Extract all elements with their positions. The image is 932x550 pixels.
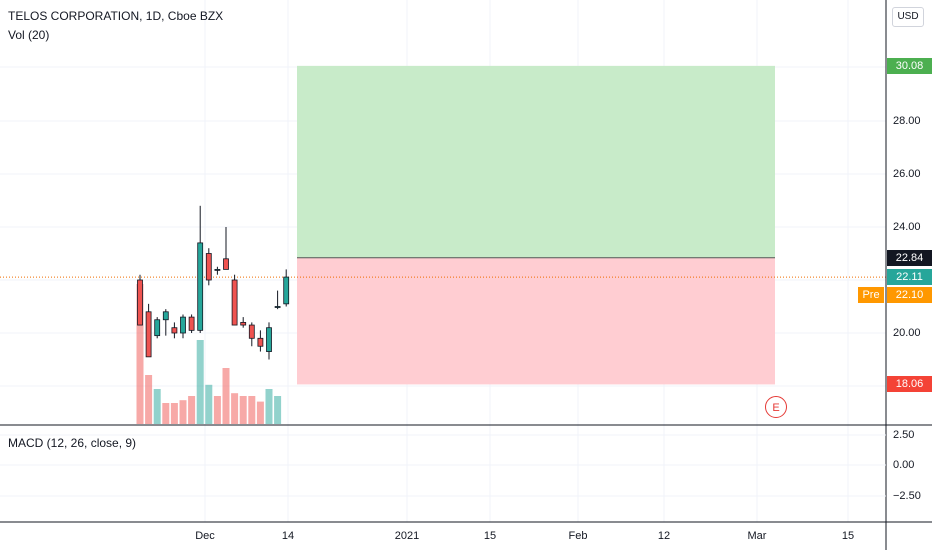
candle-body: [257, 337, 264, 347]
candle: [205, 248, 212, 286]
candle-body: [188, 316, 195, 331]
pre-market-label: Pre: [858, 287, 884, 303]
time-tick-label: 12: [657, 530, 671, 542]
time-tick-label: Mar: [747, 530, 767, 542]
candle-body: [197, 242, 204, 331]
candle: [257, 330, 264, 352]
earnings-badge[interactable]: E: [765, 396, 787, 418]
volume-bar: [222, 368, 230, 424]
volume-bar: [239, 396, 247, 424]
candlestick-series: [137, 205, 290, 360]
candle: [154, 317, 161, 339]
candle: [214, 266, 221, 275]
macd-tick-label: 0.00: [893, 459, 915, 471]
candle: [231, 274, 238, 326]
macd-grid: [0, 434, 886, 497]
volume-bar: [256, 401, 264, 424]
volume-bar: [265, 389, 273, 424]
volume-bar: [196, 340, 204, 424]
macd-tick-label: 2.50: [893, 429, 915, 441]
price-tick-label: 26.00: [893, 168, 921, 180]
stop-price-tag: 18.06: [887, 376, 932, 393]
candle-body: [205, 253, 212, 281]
volume-bar: [231, 393, 239, 424]
target-price-tag: 30.08: [887, 57, 932, 74]
candle: [266, 322, 272, 360]
volume-bar: [248, 396, 256, 424]
loss-zone[interactable]: [297, 257, 775, 385]
last-price-tag: 22.11: [887, 269, 932, 286]
candle: [240, 317, 247, 328]
volume-bar: [188, 396, 196, 424]
candle: [180, 314, 186, 339]
candle-body: [214, 268, 221, 271]
candle: [283, 269, 290, 307]
volume-legend[interactable]: Vol (20): [8, 28, 50, 42]
candle-body: [223, 258, 229, 270]
volume-bar: [205, 384, 213, 424]
volume-bar: [136, 284, 144, 424]
price-tick-label: 28.00: [893, 115, 921, 127]
candle-body: [266, 327, 272, 352]
candle-body: [240, 321, 247, 326]
symbol-legend[interactable]: TELOS CORPORATION, 1D, Cboe BZX: [8, 9, 224, 23]
profit-zone[interactable]: [297, 65, 775, 258]
candle: [171, 322, 178, 339]
candle-body: [145, 311, 152, 358]
candle-body: [137, 279, 143, 326]
candle: [197, 205, 204, 333]
candle-body: [162, 311, 169, 321]
volume-bar: [274, 396, 282, 424]
volume-bar: [179, 400, 187, 424]
candle-body: [274, 306, 281, 308]
macd-legend[interactable]: MACD (12, 26, close, 9): [8, 436, 137, 450]
pre-market-price-tag: 22.10: [887, 287, 932, 303]
time-tick-label: 15: [483, 530, 497, 542]
candle: [188, 314, 195, 333]
time-tick-label: 2021: [394, 530, 420, 542]
macd-tick-label: −2.50: [893, 490, 921, 502]
candle-body: [231, 279, 238, 326]
time-tick-label: 14: [281, 530, 295, 542]
time-tick-label: Feb: [568, 530, 588, 542]
candle: [274, 290, 281, 310]
entry-price-tag: 22.84: [887, 249, 932, 266]
candle-body: [283, 276, 290, 305]
candle: [137, 274, 143, 326]
candle-body: [180, 316, 186, 334]
time-tick-label: 15: [841, 530, 855, 542]
volume-bar: [162, 403, 170, 424]
candle: [162, 309, 169, 336]
candle: [223, 227, 229, 270]
price-tick-label: 24.00: [893, 221, 921, 233]
time-tick-label: Dec: [195, 530, 215, 542]
volume-bars: [136, 284, 282, 424]
candle-body: [171, 327, 178, 334]
candle-body: [154, 319, 161, 337]
volume-bar: [145, 375, 153, 424]
volume-bar: [153, 389, 161, 424]
price-tick-label: 20.00: [893, 327, 921, 339]
candle: [145, 303, 152, 358]
volume-bar: [213, 396, 221, 424]
currency-button[interactable]: USD: [892, 7, 924, 27]
volume-bar: [170, 403, 178, 424]
candle: [248, 322, 255, 347]
candle-body: [248, 324, 255, 339]
